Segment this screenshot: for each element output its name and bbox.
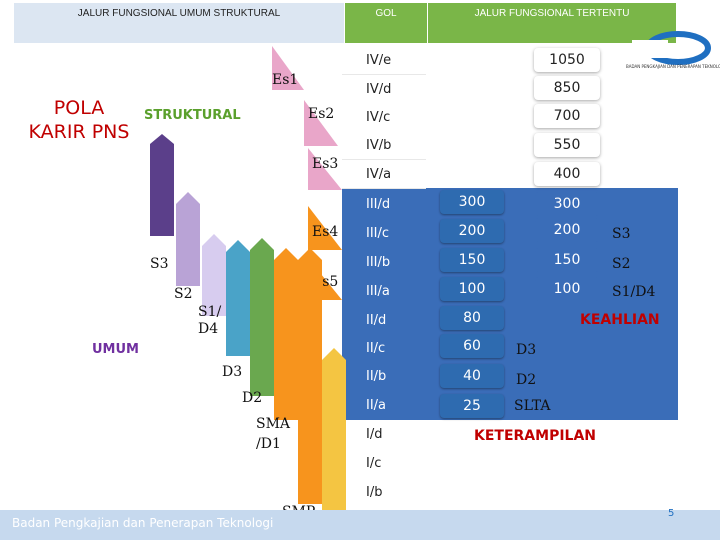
bar-smp <box>298 248 322 504</box>
right-s2-label: S2 <box>612 256 631 272</box>
header-gol <box>345 3 427 43</box>
tertentu-value: 700 <box>534 104 600 128</box>
title-line1: POLA <box>53 97 105 119</box>
golongan-ii-band <box>342 308 678 420</box>
golongan-row: IV/c <box>342 103 426 132</box>
golongan-row: III/a <box>366 284 390 299</box>
bar-sd <box>322 348 346 540</box>
edu-d2-label: D2 <box>242 390 263 406</box>
golongan-row: II/c <box>366 341 386 356</box>
golongan-row: I/c <box>366 456 382 471</box>
bppt-logo-icon <box>632 31 711 65</box>
keahlian-value: 25 <box>440 394 504 418</box>
header-gol-label: GOL <box>375 8 397 19</box>
tertentu-value: 150 <box>535 248 599 272</box>
bar-s3 <box>150 134 174 236</box>
edu-s2-label: S2 <box>174 286 193 302</box>
es2-label: Es2 <box>308 106 335 122</box>
header-struktural <box>14 3 344 43</box>
right-d3-label: D3 <box>516 342 537 358</box>
tertentu-value: 850 <box>534 76 600 100</box>
umum-bars <box>150 134 346 540</box>
tertentu-value: 100 <box>535 277 599 301</box>
footer-org: Badan Pengkajian dan Penerapan Teknologi <box>12 516 274 530</box>
golongan-iii-band <box>342 188 678 308</box>
title-line2: KARIR PNS <box>28 121 130 143</box>
es3-triangle <box>308 148 342 190</box>
bar-d3 <box>226 240 250 356</box>
golongan-row: IV/e <box>342 46 426 75</box>
keterampilan-label: KETERAMPILAN <box>474 428 597 444</box>
right-s3-label: S3 <box>612 226 631 242</box>
golongan-row: III/d <box>366 197 391 212</box>
golongan-row: II/d <box>366 313 387 328</box>
golongan-row: I/d <box>366 427 383 442</box>
bar-s2 <box>176 192 200 286</box>
tertentu-value: 400 <box>534 162 600 186</box>
golongan-row: II/a <box>366 398 387 413</box>
keahlian-value: 100 <box>440 277 504 301</box>
edu-sma-label: SMA /D1 <box>256 416 291 452</box>
bar-sma <box>274 248 298 420</box>
right-d2-label: D2 <box>516 372 537 388</box>
tertentu-value: 300 <box>535 192 599 216</box>
page-number: 5 <box>668 508 675 519</box>
edu-d3-label: D3 <box>222 364 243 380</box>
umum-label: UMUM <box>92 342 139 357</box>
header-struktural-label: JALUR FUNGSIONAL UMUM STRUKTURAL <box>77 8 281 19</box>
es3-label: Es3 <box>312 156 339 172</box>
keahlian-value: 200 <box>440 219 504 243</box>
right-s1d4-label: S1/D4 <box>612 284 656 300</box>
page-title: POLA KARIR PNS <box>14 96 144 144</box>
golongan-row: IV/a <box>342 160 426 189</box>
header-tertentu-label: JALUR FUNGSIONAL TERTENTU <box>474 8 630 19</box>
golongan-row: III/b <box>366 255 391 270</box>
tertentu-value: 200 <box>535 218 599 242</box>
tertentu-value: 550 <box>534 133 600 157</box>
keahlian-value: 40 <box>440 364 504 388</box>
right-slta-label: SLTA <box>514 398 551 414</box>
es4-triangle <box>308 206 342 250</box>
es2-triangle <box>304 100 338 146</box>
edu-s1d4-label: S1/ D4 <box>198 304 222 337</box>
golongan-row: II/b <box>366 369 387 384</box>
es1-label: Es1 <box>272 72 299 88</box>
keahlian-value: 80 <box>440 306 504 330</box>
keahlian-value: 60 <box>440 334 504 358</box>
golongan-row: IV/b <box>342 131 426 160</box>
header-tertentu <box>428 3 676 43</box>
keahlian-value: 150 <box>440 248 504 272</box>
edu-s3-label: S3 <box>150 256 169 272</box>
struktural-label: STRUKTURAL <box>144 108 241 123</box>
bar-sma-white <box>268 420 286 440</box>
es4-label: Es4 <box>312 224 339 240</box>
bar-d2 <box>250 238 274 396</box>
golongan-row: IV/d <box>342 75 426 104</box>
keahlian-label: KEAHLIAN <box>580 312 660 328</box>
golongan-row: I/b <box>366 485 383 500</box>
logo-caption: BADAN PENGKAJIAN DAN PENERAPAN TEKNOLOGI <box>626 64 720 69</box>
golongan-row: III/c <box>366 226 390 241</box>
bar-s1d4 <box>202 234 226 316</box>
keahlian-value: 300 <box>440 190 504 214</box>
es1-triangle <box>272 46 304 90</box>
tertentu-value: 1050 <box>534 48 600 72</box>
footer-bar <box>0 510 720 540</box>
